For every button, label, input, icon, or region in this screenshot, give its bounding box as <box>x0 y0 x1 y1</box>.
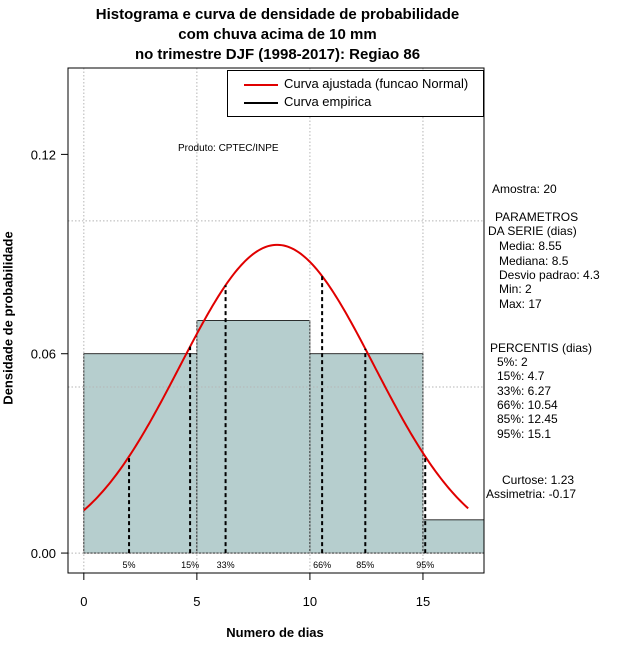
stat-curtose: Curtose: 1.23 <box>502 473 575 487</box>
stat-p85: 85%: 12.45 <box>497 412 558 426</box>
stat-p5: 5%: 2 <box>497 355 528 369</box>
y-tick-label: 0.12 <box>31 147 56 162</box>
histogram-bar <box>309 353 424 554</box>
produto-label: Produto: CPTEC/INPE <box>178 143 279 154</box>
stat-amostra: Amostra: 20 <box>492 182 557 196</box>
plot-frame <box>67 67 485 574</box>
stat-media: Media: 8.55 <box>499 239 562 253</box>
stat-params-title-1: PARAMETROS <box>495 210 579 224</box>
x-tick-label: 10 <box>303 594 317 609</box>
stat-max: Max: 17 <box>499 297 542 311</box>
chart-title-line-3: no trimestre DJF (1998-2017): Regiao 86 <box>134 46 421 63</box>
normal-density-curve <box>83 243 469 512</box>
percentile-label: 85% <box>356 560 374 570</box>
stat-mediana: Mediana: 8.5 <box>499 254 569 268</box>
percentile-label: 33% <box>217 560 235 570</box>
stat-p66: 66%: 10.54 <box>497 398 558 412</box>
percentile-label: 66% <box>313 560 331 570</box>
legend-swatch-red <box>244 84 278 86</box>
x-tick-label: 5 <box>193 594 200 609</box>
percentile-label: 95% <box>416 560 434 570</box>
histogram-bar <box>196 320 311 554</box>
stat-p15: 15%: 4.7 <box>497 369 545 383</box>
percentile-label: 5% <box>123 560 136 570</box>
chart-title-line-2: com chuva acima de 10 mm <box>178 26 377 43</box>
stat-p33: 33%: 6.27 <box>497 384 552 398</box>
legend-swatch-black <box>244 102 278 104</box>
stat-percentis-title: PERCENTIS (dias) <box>490 341 593 355</box>
stat-params-title-2: DA SERIE (dias) <box>488 224 577 238</box>
stat-p95: 95%: 15.1 <box>497 427 552 441</box>
stat-assimetria: Assimetria: -0.17 <box>486 487 577 501</box>
stat-desvio: Desvio padrao: 4.3 <box>499 268 600 282</box>
legend: Curva ajustada (funcao Normal) Curva emp… <box>227 70 484 117</box>
histogram-bar <box>83 353 198 554</box>
x-axis-label: Numero de dias <box>226 625 324 640</box>
histogram-bar <box>422 519 485 554</box>
legend-label-normal: Curva ajustada (funcao Normal) <box>284 76 469 91</box>
stat-min: Min: 2 <box>499 282 532 296</box>
y-tick-label: 0.00 <box>31 546 56 561</box>
x-tick-label: 15 <box>416 594 430 609</box>
y-tick-label: 0.06 <box>31 347 56 362</box>
x-tick-label: 0 <box>80 594 87 609</box>
y-axis-label: Densidade de probabilidade <box>0 231 16 405</box>
chart-title-line-1: Histograma e curva de densidade de proba… <box>95 6 460 23</box>
percentile-label: 15% <box>181 560 199 570</box>
legend-label-empirica: Curva empirica <box>284 94 372 109</box>
